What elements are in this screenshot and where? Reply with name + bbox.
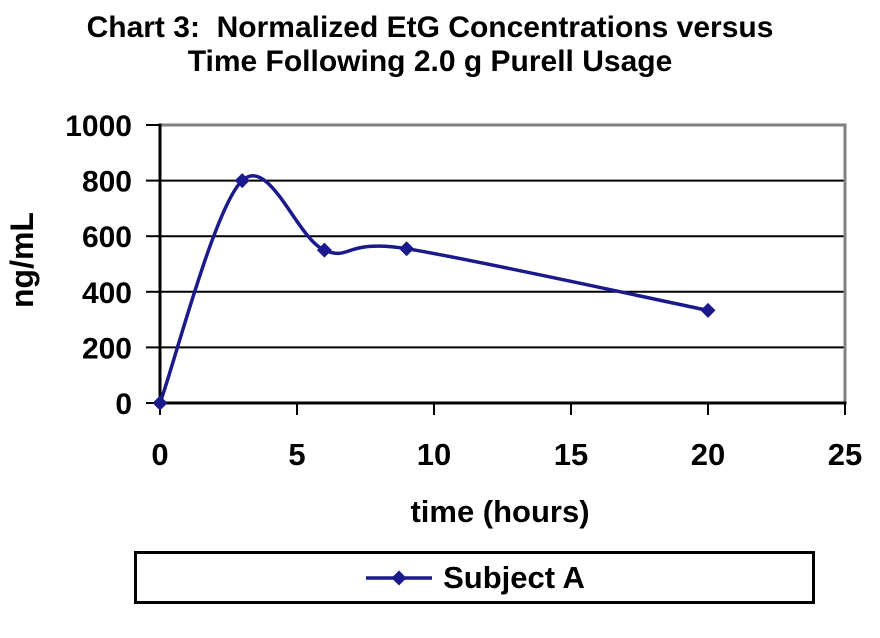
legend-series-key-icon: [366, 570, 433, 585]
x-tick-label: 20: [691, 437, 725, 472]
y-tick-label: 600: [82, 221, 132, 254]
chart-title-line-2: Time Following 2.0 g Purell Usage: [187, 45, 673, 78]
y-tick-label: 200: [82, 332, 132, 365]
y-tick-label: 1000: [65, 110, 132, 143]
data-point-marker: [152, 395, 168, 411]
x-tick-label: 5: [288, 437, 305, 472]
x-axis-title: time (hours): [410, 494, 590, 529]
y-tick-label: 400: [82, 277, 132, 310]
x-tick-label: 25: [828, 437, 862, 472]
y-tick-label: 0: [115, 388, 132, 421]
chart-title: Chart 3: Normalized EtG Concentrations v…: [0, 11, 860, 79]
y-axis-title: ng/mL: [4, 212, 40, 308]
data-point-marker: [399, 241, 415, 257]
legend: Subject A: [134, 551, 815, 604]
chart-title-line-1: Chart 3: Normalized EtG Concentrations v…: [86, 11, 774, 44]
series-line: [158, 174, 709, 404]
y-tick-label: 800: [82, 166, 132, 199]
legend-series-label: Subject A: [443, 560, 585, 595]
data-point-marker: [316, 242, 332, 258]
legend-diamond-marker-icon: [391, 570, 407, 585]
x-tick-label: 15: [554, 437, 588, 472]
data-point-marker: [700, 302, 716, 318]
x-tick-label: 10: [417, 437, 451, 472]
data-point-marker: [234, 173, 250, 189]
x-tick-label: 0: [151, 437, 168, 472]
